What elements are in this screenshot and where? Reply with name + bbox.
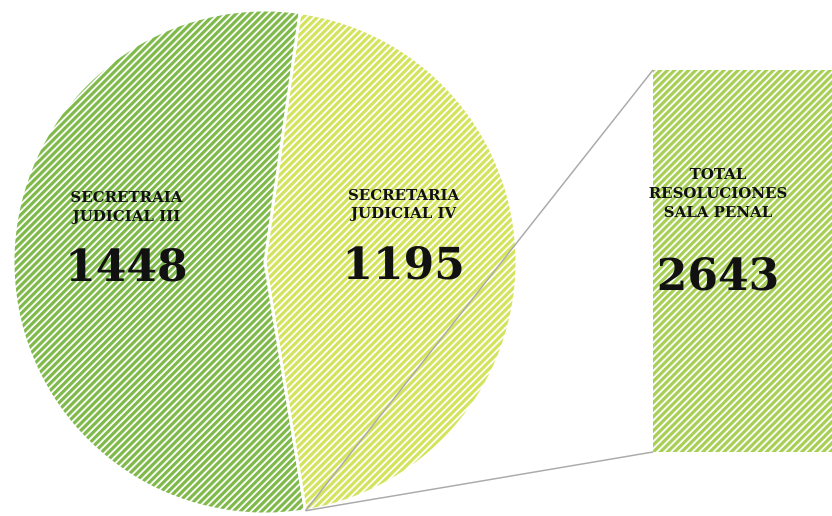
slice-value: 1448 bbox=[65, 241, 188, 293]
pie-slice bbox=[11, 8, 308, 516]
connector-line bbox=[304, 69, 654, 512]
total-value: 2643 bbox=[656, 250, 780, 301]
total-label: TOTAL RESOLUCIONES SALA PENAL bbox=[648, 165, 788, 221]
connector-line bbox=[305, 451, 654, 512]
slice-label: SECRETRAIA JUDICIAL III bbox=[70, 188, 183, 226]
pie-slice bbox=[263, 10, 519, 513]
slice-label: SECRETARIA JUDICIAL IV bbox=[347, 185, 460, 223]
slice-value: 1195 bbox=[342, 238, 465, 290]
total-bar bbox=[653, 70, 832, 452]
